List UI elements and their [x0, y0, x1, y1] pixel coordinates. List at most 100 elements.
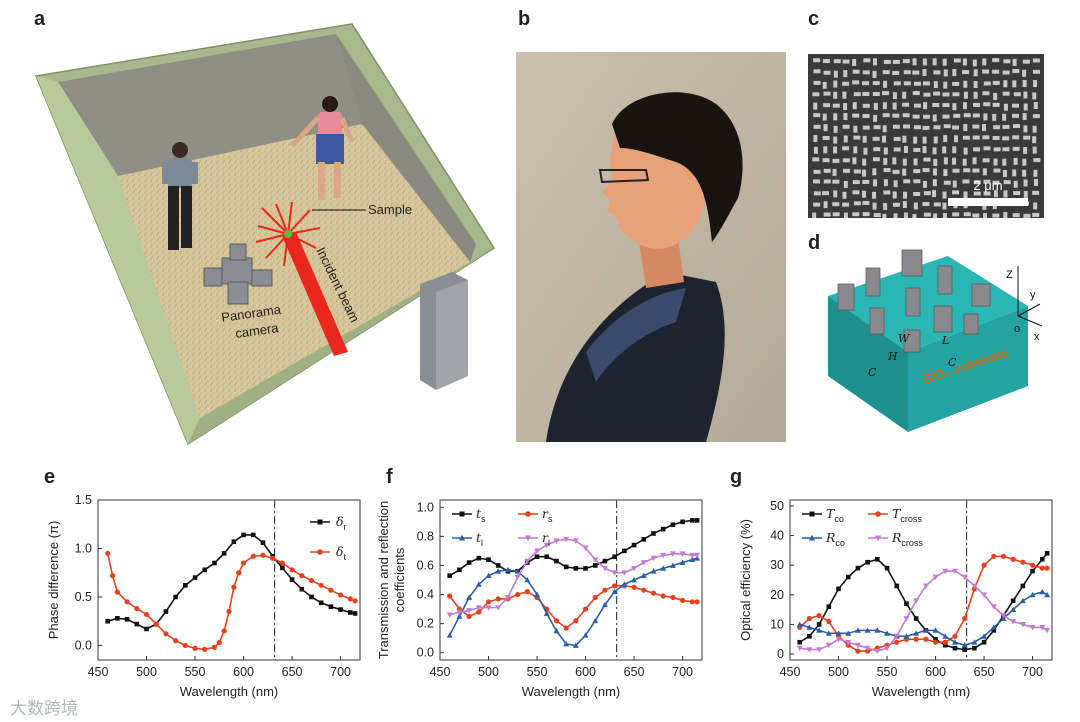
- x-tick-label: 650: [282, 665, 303, 679]
- marker-rs: [592, 594, 598, 601]
- marker-tl: [660, 565, 667, 571]
- sem-dot: [873, 147, 881, 152]
- marker-δt: [347, 596, 353, 602]
- marker-Tco: [981, 639, 987, 645]
- sem-dot: [962, 58, 967, 66]
- marker-Tco: [884, 565, 890, 571]
- sem-dot: [833, 125, 838, 133]
- marker-Tco: [913, 616, 919, 621]
- sem-dot: [933, 202, 941, 207]
- marker-rs: [553, 618, 560, 624]
- marker-rs: [602, 587, 608, 593]
- marker-δt: [318, 582, 324, 588]
- sem-dot: [1022, 59, 1030, 64]
- sem-dot: [832, 202, 840, 207]
- marker-rl: [621, 570, 628, 576]
- sem-dot: [952, 212, 960, 217]
- svg-text:H: H: [887, 350, 898, 363]
- marker-ts: [670, 522, 676, 528]
- marker-rl: [563, 536, 570, 543]
- marker-Rcross: [1010, 619, 1017, 625]
- sem-dot: [992, 180, 1000, 185]
- marker-δr: [347, 610, 353, 615]
- marker-Tco: [797, 639, 803, 645]
- sem-dot: [942, 191, 947, 199]
- y-tick-label: 0.0: [75, 638, 92, 652]
- marker-Rcross: [893, 633, 900, 640]
- svg-text:W: W: [898, 332, 911, 345]
- panel-letter-c: c: [808, 8, 820, 30]
- sem-dot: [892, 191, 897, 199]
- sem-dot: [1023, 179, 1028, 187]
- marker-ts: [612, 554, 617, 560]
- sem-dot: [852, 190, 860, 195]
- marker-rl: [514, 574, 521, 581]
- marker-tl: [563, 641, 570, 647]
- sem-dot: [842, 81, 850, 86]
- sem-dot: [952, 69, 957, 77]
- marker-Tcross: [1029, 562, 1036, 568]
- sem-dot: [833, 136, 838, 144]
- room-floor: [58, 82, 470, 418]
- sem-dot: [893, 136, 901, 141]
- marker-tl: [592, 617, 599, 624]
- marker-δr: [115, 616, 120, 621]
- sem-dot: [1003, 80, 1008, 88]
- sem-dot: [1023, 125, 1028, 133]
- sem-dot: [1003, 190, 1008, 198]
- sem-dot: [963, 147, 968, 155]
- marker-ts: [602, 558, 608, 564]
- panorama-camera: [203, 243, 273, 305]
- marker-Tcross: [913, 636, 919, 642]
- marker-Tcross: [952, 633, 958, 639]
- sem-dot: [1033, 158, 1041, 163]
- sem-dot: [923, 114, 931, 119]
- sem-dot: [912, 70, 920, 75]
- sem-dot: [892, 124, 900, 129]
- sem-dot: [862, 179, 870, 184]
- marker-δr: [221, 551, 227, 556]
- svg-text:o: o: [1014, 323, 1020, 335]
- marker-rl: [669, 551, 676, 557]
- sem-dot: [1032, 190, 1040, 195]
- sem-dot: [1023, 190, 1028, 198]
- legend-marker-δr: [317, 519, 323, 525]
- sem-dot: [873, 102, 878, 110]
- marker-Rcross: [806, 647, 813, 653]
- sem-dot: [883, 190, 891, 195]
- panel-letter-f: f: [386, 466, 393, 488]
- sem-dot: [963, 113, 971, 118]
- sem-dot: [913, 125, 921, 130]
- sem-dot: [823, 201, 828, 209]
- sem-dot: [813, 202, 821, 207]
- marker-Rco: [864, 627, 871, 633]
- marker-δt: [124, 599, 130, 605]
- sem-dot: [862, 135, 867, 143]
- marker-δt: [337, 592, 344, 598]
- marker-tl: [572, 642, 579, 648]
- sem-dot: [833, 59, 841, 64]
- marker-δt: [299, 573, 305, 579]
- x-axis-label: Wavelength (nm): [180, 684, 279, 699]
- sem-dot: [833, 80, 838, 88]
- marker-Tco: [855, 565, 861, 571]
- marker-Tco: [952, 645, 958, 651]
- marker-δt: [279, 560, 285, 566]
- sem-dot: [852, 157, 857, 165]
- sem-dot: [862, 91, 870, 96]
- sem-dot: [1032, 114, 1040, 119]
- sem-dot: [873, 179, 878, 187]
- marker-δr: [105, 618, 111, 624]
- sem-dot: [913, 179, 921, 184]
- substrate-side: [908, 306, 1028, 432]
- marker-rl: [660, 552, 667, 559]
- marker-rl: [611, 570, 618, 576]
- marker-Rco: [825, 630, 832, 636]
- sem-dot: [973, 180, 981, 185]
- y-tick-label: 1.5: [75, 493, 92, 507]
- sem-dot: [1022, 69, 1027, 77]
- sem-dot: [973, 191, 981, 196]
- x-tick-label: 600: [925, 665, 946, 679]
- marker-Rcross: [845, 639, 852, 646]
- marker-ts: [622, 548, 627, 554]
